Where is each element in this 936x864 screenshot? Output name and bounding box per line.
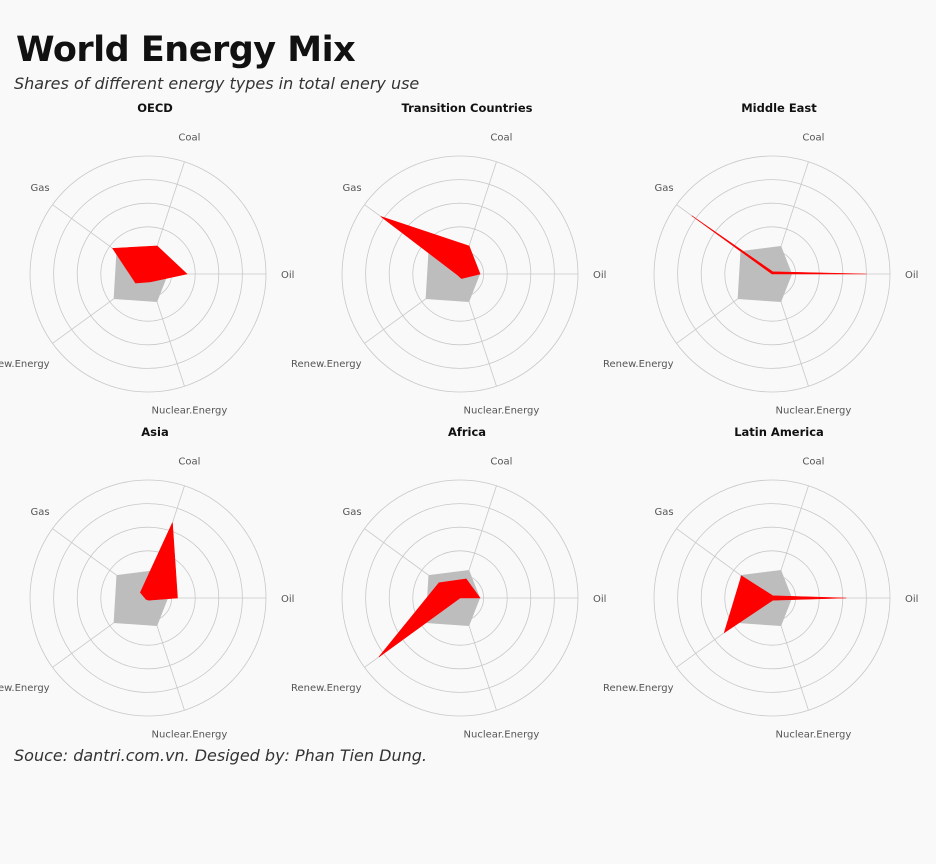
- axis-label-nuclear-energy: Nuclear.Energy: [776, 405, 852, 416]
- axis-label-nuclear-energy: Nuclear.Energy: [152, 729, 228, 740]
- axis-label-coal: Coal: [490, 133, 512, 144]
- axis-label-renew-energy: Renew.Energy: [603, 359, 674, 370]
- region-shape-oecd: [112, 245, 188, 284]
- axis-label-gas: Gas: [654, 507, 673, 518]
- axis-label-gas: Gas: [342, 507, 361, 518]
- axis-label-renew-energy: Renew.Energy: [291, 683, 362, 694]
- axis-label-coal: Coal: [490, 457, 512, 468]
- axis-label-renew-energy: Renew.Energy: [0, 359, 50, 370]
- region-shape-asia: [140, 522, 178, 601]
- radar-panel-oecd: Oil Coal Gas Renew.Energy Nuclear.Energy OECD: [0, 101, 294, 416]
- axis-label-gas: Gas: [342, 183, 361, 194]
- axis-label-oil: Oil: [905, 594, 918, 605]
- axis-label-oil: Oil: [593, 594, 606, 605]
- region-shape-transition-countries: [380, 216, 481, 279]
- axis-label-oil: Oil: [905, 270, 918, 281]
- panel-title: Latin America: [734, 425, 824, 439]
- axis-label-gas: Gas: [30, 183, 49, 194]
- panel-title: Asia: [141, 425, 168, 439]
- reference-shape: [737, 245, 793, 303]
- axis-label-renew-energy: Renew.Energy: [0, 683, 50, 694]
- axis-label-gas: Gas: [654, 183, 673, 194]
- radar-panel-transition-countries: Oil Coal Gas Renew.Energy Nuclear.Energy Tran…: [291, 101, 606, 416]
- panel-title: OECD: [137, 101, 173, 115]
- axis-label-renew-energy: Renew.Energy: [603, 683, 674, 694]
- radar-panel-latin-america: Oil Coal Gas Renew.Energy Nuclear.Energy Lati…: [603, 425, 918, 740]
- axis-label-oil: Oil: [593, 270, 606, 281]
- axis-label-gas: Gas: [30, 507, 49, 518]
- axis-label-oil: Oil: [281, 270, 294, 281]
- axis-label-coal: Coal: [178, 457, 200, 468]
- region-shape-middle-east: [691, 215, 867, 275]
- axis-label-coal: Coal: [802, 457, 824, 468]
- axis-label-nuclear-energy: Nuclear.Energy: [152, 405, 228, 416]
- axis-label-coal: Coal: [802, 133, 824, 144]
- region-shape-latin-america: [723, 575, 847, 634]
- page-title: World Energy Mix: [16, 30, 356, 70]
- radar-panel-asia: Oil Coal Gas Renew.Energy Nuclear.Energy Asia: [0, 425, 294, 740]
- axis-label-nuclear-energy: Nuclear.Energy: [776, 729, 852, 740]
- panel-title: Transition Countries: [402, 101, 533, 115]
- axis-label-nuclear-energy: Nuclear.Energy: [464, 405, 540, 416]
- source-caption: Souce: dantri.com.vn. Desiged by: Phan T…: [14, 746, 427, 765]
- panel-title: Middle East: [741, 101, 817, 115]
- radar-panel-africa: Oil Coal Gas Renew.Energy Nuclear.Energy Afri…: [291, 425, 606, 740]
- radar-panel-middle-east: Oil Coal Gas Renew.Energy Nuclear.Energy Midd…: [603, 101, 918, 416]
- region-shape-africa: [378, 578, 481, 658]
- axis-label-nuclear-energy: Nuclear.Energy: [464, 729, 540, 740]
- axis-label-renew-energy: Renew.Energy: [291, 359, 362, 370]
- page-subtitle: Shares of different energy types in tota…: [14, 74, 420, 93]
- axis-label-coal: Coal: [178, 133, 200, 144]
- axis-label-oil: Oil: [281, 594, 294, 605]
- panel-title: Africa: [448, 425, 486, 439]
